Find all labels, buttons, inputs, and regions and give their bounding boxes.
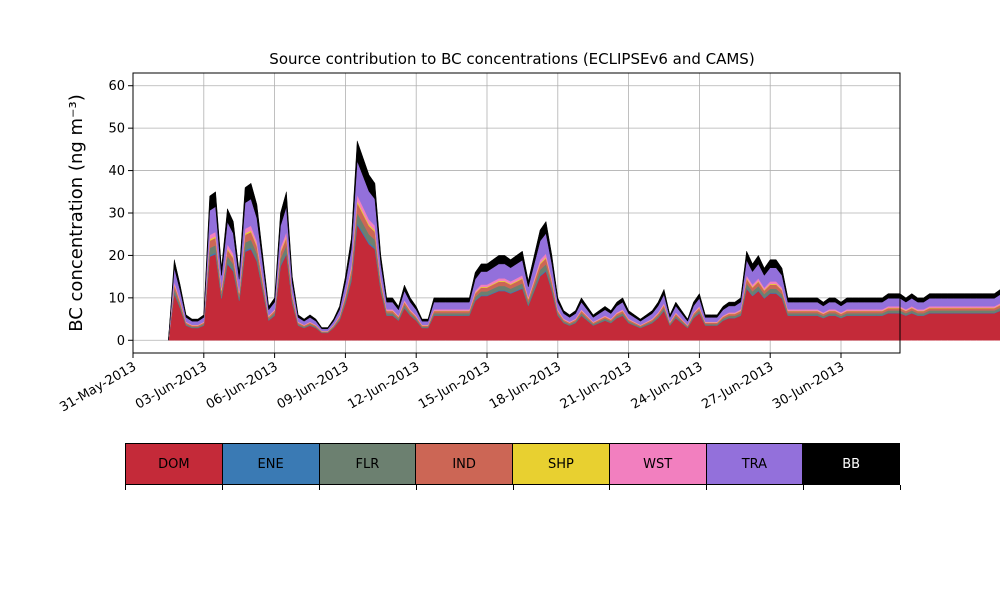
x-tick-label: 09-Jun-2013: [275, 359, 352, 412]
legend-tick: [900, 485, 901, 490]
legend-colorbar: DOM ENE FLR IND SHP WST TRA BB: [125, 443, 900, 485]
y-tick-label: 30: [108, 207, 125, 222]
legend-item-bb: BB: [803, 444, 899, 484]
y-tick-label: 60: [108, 79, 125, 94]
x-tick-label: 15-Jun-2013: [416, 359, 493, 412]
series-areas: [168, 140, 1000, 341]
legend-tick: [125, 485, 126, 490]
legend-item-ind: IND: [416, 444, 513, 484]
x-tick-label: 30-Jun-2013: [770, 359, 847, 412]
x-tick-label: 31-May-2013: [57, 359, 139, 415]
legend-tick: [318, 485, 320, 490]
plot-frame: [132, 72, 901, 354]
legend-tick: [706, 485, 708, 490]
legend-tick: [803, 485, 805, 490]
x-tick-label: 21-Jun-2013: [558, 359, 635, 412]
legend-tick: [609, 485, 611, 490]
y-tick-label: 50: [108, 122, 125, 137]
x-axis: 31-May-201303-Jun-201306-Jun-201309-Jun-…: [57, 353, 847, 415]
legend-item-shp: SHP: [513, 444, 610, 484]
y-axis: 0 10 20 30 40 50 60: [108, 79, 133, 349]
legend-item-flr: FLR: [319, 444, 417, 484]
x-tick-label: 18-Jun-2013: [487, 359, 564, 412]
legend-item-tra: TRA: [706, 444, 804, 484]
chart-title: Source contribution to BC concentrations…: [269, 50, 754, 68]
y-axis-label: BC concentration (ng m⁻³): [66, 94, 87, 332]
x-tick-label: 03-Jun-2013: [133, 359, 210, 412]
x-tick-label: 12-Jun-2013: [345, 359, 422, 412]
x-tick-label: 06-Jun-2013: [204, 359, 281, 412]
legend-item-dom: DOM: [126, 444, 223, 484]
y-tick-label: 0: [117, 334, 125, 349]
y-tick-label: 10: [108, 291, 125, 306]
x-tick-label: 27-Jun-2013: [699, 359, 776, 412]
y-tick-label: 40: [108, 164, 125, 179]
x-tick-label: 24-Jun-2013: [629, 359, 706, 412]
legend-ticks: [125, 485, 901, 491]
y-tick-label: 20: [108, 249, 125, 264]
legend-tick: [415, 485, 417, 490]
legend-tick: [512, 485, 514, 490]
legend-item-wst: WST: [609, 444, 707, 484]
area-bb: [168, 140, 1000, 341]
legend-item-ene: ENE: [222, 444, 320, 484]
legend-tick: [221, 485, 223, 490]
